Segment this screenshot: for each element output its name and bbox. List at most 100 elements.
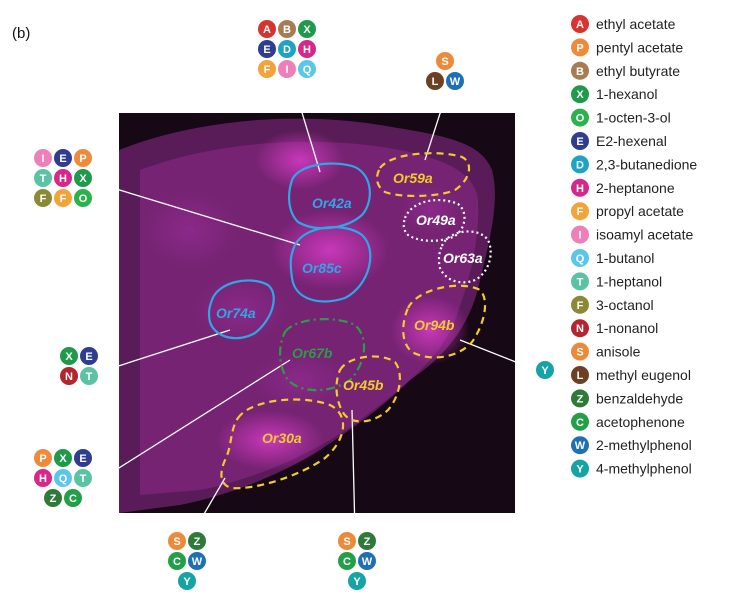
badge-circle — [54, 469, 72, 487]
connector-or85c — [102, 184, 301, 246]
odorant-badge-h-legend: H — [571, 178, 589, 197]
odorant-badge-d-legend: D — [571, 155, 589, 174]
badge-circle — [571, 436, 589, 455]
badge-circle — [571, 85, 589, 104]
glomerulus-labels: Or42a Or85c Or74a Or59a Or49a Or63a Or94… — [216, 170, 483, 446]
badge-letter: X — [59, 453, 67, 465]
badge-circle — [188, 552, 206, 570]
badge-letter: A — [576, 19, 584, 31]
odorant-badge-z-legend: Z — [571, 389, 589, 408]
legend-item: W 2-methylphenol — [571, 436, 692, 455]
odorant-badge-c: C — [338, 552, 356, 570]
badge-letter: H — [576, 183, 584, 195]
cluster-or42a: A B X E D H F I Q — [258, 20, 316, 78]
label-or45b: Or45b — [343, 377, 384, 393]
badge-letter: W — [575, 440, 586, 452]
label-or42a: Or42a — [312, 195, 352, 211]
badge-letter: L — [577, 370, 584, 382]
badge-letter: W — [192, 556, 203, 568]
legend-label: methyl eugenol — [596, 367, 691, 383]
legend-label: 1-hexanol — [596, 86, 658, 102]
badge-letter: Y — [353, 576, 361, 588]
odorant-badge-h: H — [298, 40, 316, 58]
odorant-badge-c: C — [168, 552, 186, 570]
badge-circle — [168, 532, 186, 550]
odorant-badge-c: C — [64, 489, 82, 507]
connector-or74a — [105, 329, 231, 371]
badge-circle — [278, 60, 296, 78]
badge-circle — [571, 389, 589, 408]
badge-circle — [54, 149, 72, 167]
badge-letter: P — [576, 42, 583, 54]
badge-letter: S — [576, 347, 583, 359]
badge-letter: F — [264, 64, 271, 76]
legend-label: 2-methylphenol — [596, 437, 692, 453]
badge-circle — [74, 169, 92, 187]
badge-letter: Q — [576, 253, 585, 265]
badge-circle — [571, 342, 589, 361]
odorant-badge-d: D — [278, 40, 296, 58]
outline-or59a — [375, 152, 471, 198]
badge-circle — [178, 572, 196, 590]
odorant-badge-clusters: A B XE D HF I QSL WI E PT H XF F OX EN T YP X EH Q TZ CS ZC WYS… — [34, 20, 554, 590]
connector-or67b — [102, 359, 291, 479]
connector-or59a — [424, 97, 446, 161]
badge-circle — [60, 367, 78, 385]
label-or30a: Or30a — [262, 430, 302, 446]
odorant-badge-s-legend: S — [571, 342, 589, 361]
badge-circle — [34, 189, 52, 207]
badge-letter: N — [576, 323, 584, 335]
badge-circle — [571, 202, 589, 221]
badge-circle — [188, 532, 206, 550]
badge-circle — [338, 552, 356, 570]
badge-letter: F — [40, 193, 47, 205]
badge-circle — [54, 169, 72, 187]
badge-letter: E — [263, 44, 270, 56]
badge-letter: C — [576, 417, 584, 429]
legend-label: pentyl acetate — [596, 39, 683, 55]
outline-or42a — [287, 162, 371, 230]
odorant-badge-x: X — [74, 169, 92, 187]
badge-letter: X — [303, 24, 311, 36]
badge-circle — [436, 52, 454, 70]
badge-letter: Y — [541, 365, 549, 377]
outline-or45b — [335, 355, 402, 423]
legend-label: 2,3-butanedione — [596, 156, 697, 172]
badge-letter: E — [59, 153, 66, 165]
badge-letter: P — [79, 153, 86, 165]
label-or59a: Or59a — [393, 170, 433, 186]
connector-or94b — [459, 339, 537, 371]
badge-letter: S — [441, 56, 448, 68]
cluster-or45b: S Z C WY — [338, 532, 376, 590]
odorant-badge-a-legend: A — [571, 15, 589, 33]
odorant-badge-x-legend: X — [571, 85, 589, 104]
badge-letter: Z — [194, 536, 201, 548]
badge-circle — [338, 532, 356, 550]
badge-letter: D — [283, 44, 291, 56]
badge-circle — [446, 72, 464, 90]
odorant-badge-g-legend: F — [571, 295, 589, 314]
badge-circle — [74, 149, 92, 167]
glomerulus-outlines — [207, 152, 492, 490]
badge-circle — [74, 189, 92, 207]
badge-letter: S — [343, 536, 350, 548]
badge-circle — [54, 449, 72, 467]
badge-circle — [60, 347, 78, 365]
badge-circle — [74, 469, 92, 487]
badge-letter: T — [40, 173, 47, 185]
odorant-badge-s: S — [168, 532, 186, 550]
odorant-badge-a: A — [258, 20, 276, 38]
odorant-badge-t: T — [74, 469, 92, 487]
legend-label: 4-methylphenol — [596, 461, 692, 477]
badge-circle — [571, 272, 589, 291]
legend-label: 3-octanol — [596, 297, 654, 313]
badge-circle — [34, 149, 52, 167]
badge-circle — [44, 489, 62, 507]
odorant-badge-q: Q — [54, 469, 72, 487]
badge-circle — [168, 552, 186, 570]
